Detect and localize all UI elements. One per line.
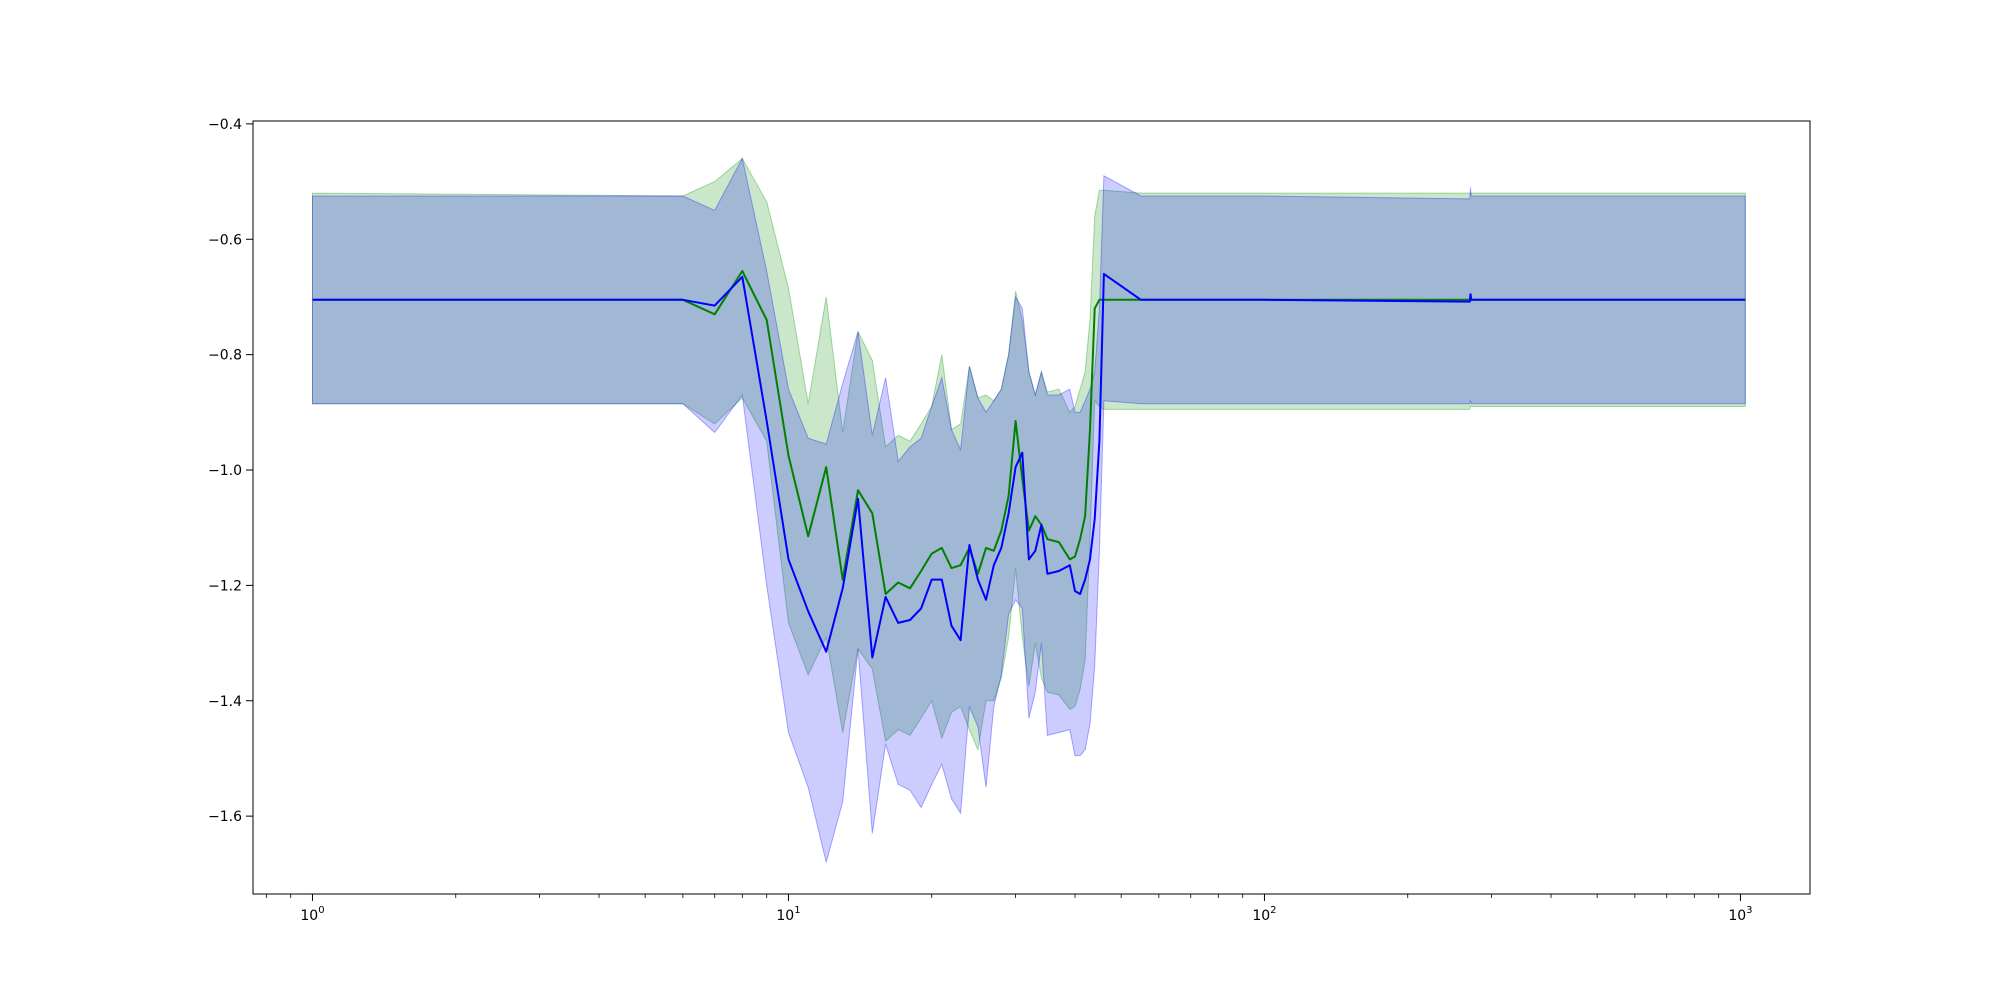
x-tick-label: 101 — [776, 905, 800, 924]
y-tick-label: −0.4 — [208, 117, 242, 133]
series-2-line — [312, 272, 1746, 659]
series-1-band — [312, 157, 1746, 752]
series-1-line — [312, 270, 1746, 595]
y-axis: −0.4 −0.6 −0.8 −1.0 −1.2 −1.4 −1.6 — [208, 117, 253, 825]
series-2-band — [312, 157, 1746, 863]
x-tick-label: 103 — [1728, 905, 1752, 924]
y-tick-label: −1.4 — [208, 694, 242, 710]
x-tick-label: 102 — [1252, 905, 1276, 924]
x-tick-label: 100 — [300, 905, 324, 924]
y-tick-label: −0.8 — [208, 348, 242, 364]
y-tick-label: −1.0 — [208, 463, 242, 479]
confidence-bands — [312, 157, 1746, 863]
plot-frame — [252, 120, 1811, 895]
x-axis: 100 101 102 103 — [265, 894, 1753, 924]
y-tick-label: −1.2 — [208, 578, 242, 594]
y-tick-label: −1.6 — [208, 809, 242, 825]
series-lines — [312, 270, 1746, 659]
y-tick-label: −0.6 — [208, 232, 242, 248]
